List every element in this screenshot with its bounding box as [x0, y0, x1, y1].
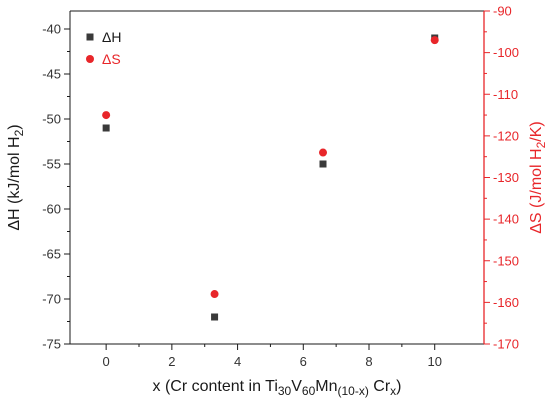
axes-layer: 0 2 4 6 8 10 -75 -70 -65 -60 -55 -50 -45 -40 -170 -160 -… [6, 4, 548, 399]
legend: ΔH ΔS [86, 29, 121, 67]
y-left-tick-label: -70 [42, 292, 61, 307]
legend-square-marker [86, 33, 94, 41]
y-left-tick-label: -40 [42, 22, 61, 37]
y-right-tick-label: -170 [493, 337, 519, 352]
data-marks-layer [102, 34, 439, 321]
y-left-tick-label: -55 [42, 157, 61, 172]
delta-s-point [430, 36, 439, 45]
y-right-tick-label: -110 [493, 87, 518, 102]
x-tick-label: 10 [427, 354, 441, 369]
delta-h-point [319, 160, 327, 168]
delta-s-point [319, 148, 327, 157]
y-right-tick-label: -140 [493, 212, 519, 227]
legend-circle-marker [86, 55, 94, 63]
x-tick-label: 8 [365, 354, 372, 369]
y-left-axis-title: ΔH (kJ/mol H2) [6, 124, 26, 230]
delta-h-point [102, 124, 110, 132]
x-tick-label: 0 [103, 354, 110, 369]
y-right-tick-label: -90 [493, 4, 512, 19]
y-right-axis-title: ΔS (J/mol H2/K) [528, 121, 548, 234]
y-right-tick-label: -130 [493, 170, 519, 185]
y-left-tick-label: -60 [42, 202, 61, 217]
x-tick-label: 4 [234, 354, 241, 369]
x-axis-title: x (Cr content in Ti30V60Mn(10-x) Crx) [153, 378, 402, 398]
y-left-tick-label: -50 [42, 112, 61, 127]
x-tick-label: 6 [300, 354, 307, 369]
delta-s-point [210, 290, 219, 299]
y-right-tick-label: -100 [493, 45, 519, 60]
x-tick-label: 2 [168, 354, 175, 369]
y-left-tick-label: -65 [42, 247, 61, 262]
y-right-tick-label: -150 [493, 253, 519, 268]
y-left-tick-label: -45 [42, 67, 61, 82]
legend-label: ΔS [102, 51, 121, 67]
y-right-tick-label: -160 [493, 295, 519, 310]
y-left-tick-label: -75 [42, 337, 61, 352]
y-right-tick-label: -120 [493, 128, 519, 143]
delta-s-point [102, 111, 111, 120]
legend-label: ΔH [102, 29, 121, 45]
delta-h-point [211, 313, 219, 321]
